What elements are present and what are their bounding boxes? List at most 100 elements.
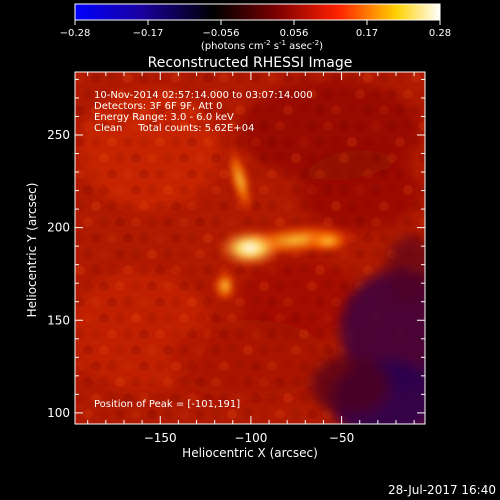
x-axis-ticks: −150 −100 −50 bbox=[87, 72, 415, 445]
ripple-blob bbox=[195, 345, 205, 355]
ripple-blob bbox=[259, 153, 269, 163]
ripple-blob bbox=[99, 217, 109, 227]
ripple-blob bbox=[291, 281, 301, 291]
colorbar-tick-label-2: −0.056 bbox=[202, 28, 239, 39]
ripple-blob bbox=[123, 105, 133, 115]
ripple-blob bbox=[123, 361, 133, 371]
ripple-blob bbox=[131, 153, 141, 163]
chart-title: Reconstructed RHESSI Image bbox=[148, 55, 353, 71]
ripple-blob bbox=[323, 313, 333, 323]
ripple-blob bbox=[315, 265, 325, 275]
ripple-blob bbox=[171, 361, 181, 371]
ripple-blob bbox=[403, 121, 413, 131]
ripple-blob bbox=[123, 265, 133, 275]
ripple-blob bbox=[163, 281, 173, 291]
ripple-blob bbox=[147, 377, 157, 387]
ripple-blob bbox=[267, 297, 277, 307]
ripple-blob bbox=[331, 105, 341, 115]
ripple-blob bbox=[83, 217, 93, 227]
ripple-blob bbox=[291, 89, 301, 99]
ripple-blob bbox=[179, 281, 189, 291]
ripple-blob bbox=[275, 121, 285, 131]
ripple-blob bbox=[403, 217, 413, 227]
ripple-blob bbox=[395, 73, 405, 83]
ripple-blob bbox=[155, 169, 165, 179]
ripple-blob bbox=[91, 329, 101, 339]
ripple-blob bbox=[163, 89, 173, 99]
y-tick-label-0: 100 bbox=[47, 406, 70, 420]
ripple-blob bbox=[211, 409, 221, 419]
ripple-blob bbox=[275, 217, 285, 227]
ripple-blob bbox=[187, 169, 197, 179]
ripple-blob bbox=[155, 329, 165, 339]
ripple-blob bbox=[171, 265, 181, 275]
ripple-blob bbox=[299, 297, 309, 307]
ripple-blob bbox=[395, 201, 405, 211]
colorbar-tick-label-4: 0.17 bbox=[356, 28, 378, 39]
ripple-blob bbox=[131, 89, 141, 99]
ripple-blob bbox=[75, 393, 85, 403]
ripple-blob bbox=[283, 137, 293, 147]
ripple-blob bbox=[339, 217, 349, 227]
ripple-blob bbox=[219, 201, 229, 211]
colorbar-tick-labels: −0.28 −0.17 −0.056 0.056 0.17 0.28 bbox=[60, 28, 451, 39]
colorbar-unit-label: (photons cm-2 s-1 asec-2) bbox=[201, 39, 323, 52]
ripple-blob bbox=[283, 361, 293, 371]
ripple-blob bbox=[227, 313, 237, 323]
ripple-blob bbox=[179, 89, 189, 99]
ripple-blob bbox=[171, 393, 181, 403]
ripple-blob bbox=[347, 169, 357, 179]
ripple-blob bbox=[331, 137, 341, 147]
ripple-blob bbox=[139, 361, 149, 371]
ripple-blob bbox=[387, 153, 397, 163]
ripple-blob bbox=[171, 297, 181, 307]
ripple-blob bbox=[75, 137, 85, 147]
ripple-blob bbox=[171, 233, 181, 243]
ripple-blob bbox=[243, 121, 253, 131]
ripple-blob bbox=[75, 329, 85, 339]
ripple-blob bbox=[339, 185, 349, 195]
ripple-blob bbox=[299, 105, 309, 115]
ripple-blob bbox=[363, 233, 373, 243]
ripple-blob bbox=[131, 121, 141, 131]
ripple-blob bbox=[243, 217, 253, 227]
ripple-blob bbox=[371, 89, 381, 99]
ripple-blob bbox=[363, 137, 373, 147]
ripple-blob bbox=[155, 393, 165, 403]
ripple-blob bbox=[99, 281, 109, 291]
ripple-blob bbox=[115, 377, 125, 387]
ripple-blob bbox=[203, 329, 213, 339]
ripple-blob bbox=[331, 297, 341, 307]
ripple-blob bbox=[163, 217, 173, 227]
ripple-blob bbox=[363, 169, 373, 179]
ripple-blob bbox=[107, 233, 117, 243]
ripple-blob bbox=[115, 153, 125, 163]
ripple-blob bbox=[211, 345, 221, 355]
ripple-blob bbox=[187, 393, 197, 403]
ripple-blob bbox=[155, 233, 165, 243]
colorbar-tick-label-1: −0.17 bbox=[133, 28, 164, 39]
ripple-blob bbox=[131, 409, 141, 419]
ripple-blob bbox=[115, 249, 125, 259]
ripple-blob bbox=[387, 121, 397, 131]
ripple-blob bbox=[139, 105, 149, 115]
ripple-blob bbox=[99, 185, 109, 195]
ripple-blob bbox=[203, 297, 213, 307]
ripple-blob bbox=[203, 73, 213, 83]
ripple-blob bbox=[227, 217, 237, 227]
ripple-blob bbox=[107, 393, 117, 403]
ripple-blob bbox=[419, 121, 425, 131]
ripple-blob bbox=[315, 137, 325, 147]
ripple-blob bbox=[115, 217, 125, 227]
ripple-blob bbox=[203, 137, 213, 147]
ripple-blob bbox=[179, 153, 189, 163]
ripple-blob bbox=[387, 89, 397, 99]
ripple-blob bbox=[395, 137, 405, 147]
ripple-blob bbox=[331, 73, 341, 83]
ripple-blob bbox=[363, 73, 373, 83]
ripple-blob bbox=[355, 185, 365, 195]
ripple-blob bbox=[131, 185, 141, 195]
ripple-blob bbox=[315, 329, 325, 339]
ripple-blob bbox=[147, 121, 157, 131]
ripple-blob bbox=[115, 185, 125, 195]
